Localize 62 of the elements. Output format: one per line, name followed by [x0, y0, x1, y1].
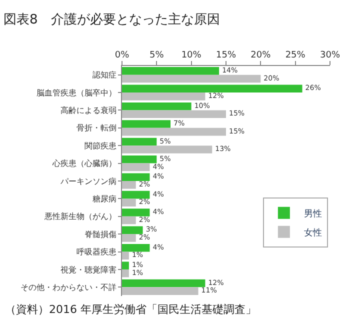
y-tick-label: 関節疾患	[84, 141, 116, 150]
text: （資料）2016 年厚生労働省「国民生活基礎調査」	[5, 303, 256, 316]
bar	[122, 269, 129, 278]
x-tick-label: 30%	[320, 50, 340, 60]
data-label: 15%	[229, 108, 245, 118]
bar	[122, 128, 226, 136]
bar	[122, 262, 129, 270]
bar	[122, 67, 220, 75]
bar	[122, 226, 143, 234]
y-tick-label: 呼吸器疾患	[76, 248, 116, 257]
bar	[122, 287, 198, 295]
bar	[122, 156, 157, 164]
bar	[122, 216, 136, 224]
bar	[122, 190, 150, 199]
data-label: 3%	[146, 224, 158, 234]
x-tick-label: 20%	[250, 50, 272, 60]
data-label: 5%	[160, 154, 172, 163]
bar	[122, 74, 261, 83]
data-label: 2%	[138, 214, 150, 224]
y-tick-label: 悪性新生物（がん）	[43, 212, 116, 222]
bar	[122, 244, 150, 252]
bar	[122, 198, 136, 206]
x-tick-label: 25%	[285, 50, 306, 60]
legend-label: 女性	[304, 227, 322, 238]
bar	[122, 102, 192, 110]
bar	[122, 92, 206, 100]
legend-label: 男性	[304, 208, 322, 220]
chart-title: 図表8 介護が必要となった主な原因	[4, 12, 220, 28]
x-tick-label: 15%	[216, 50, 236, 60]
y-tick-label: 骨折・転倒	[76, 124, 116, 133]
data-label: 4%	[152, 242, 164, 252]
bar	[122, 84, 302, 93]
bar	[122, 138, 157, 146]
data-label: 11%	[201, 286, 218, 295]
bar	[122, 110, 226, 118]
x-tick-label: 5%	[150, 50, 164, 60]
y-tick-label: 糖尿病	[92, 194, 116, 204]
y-tick-label: 認知症	[92, 70, 116, 80]
x-tick-label: 0%	[114, 50, 130, 60]
data-label: 5%	[160, 136, 172, 146]
bar	[122, 181, 136, 189]
y-tick-label: 脳血管疾患（脳卒中）	[36, 88, 116, 98]
y-tick-label: 高齢による衰弱	[60, 106, 116, 116]
y-tick-label: 脊髄損傷	[84, 230, 116, 239]
y-tick-label: 心疾患（心臓病）	[51, 159, 116, 168]
data-label: 1%	[132, 268, 144, 277]
data-label: 2%	[138, 197, 150, 206]
data-label: 14%	[222, 66, 238, 75]
bar	[122, 252, 129, 260]
bar	[122, 120, 171, 128]
x-tick-label: 10%	[181, 50, 202, 60]
bar	[122, 208, 150, 216]
data-label: 15%	[229, 126, 245, 136]
y-tick-label: 視覚・聴覚障害	[60, 265, 116, 274]
bar	[122, 163, 150, 172]
bar	[122, 279, 206, 288]
bar	[122, 234, 136, 242]
bar	[122, 173, 150, 181]
y-tick-label: パーキンソン病	[59, 176, 116, 186]
data-label: 26%	[305, 83, 322, 92]
y-tick-label: その他・わからない・不詳	[20, 282, 116, 292]
bar	[122, 146, 212, 154]
